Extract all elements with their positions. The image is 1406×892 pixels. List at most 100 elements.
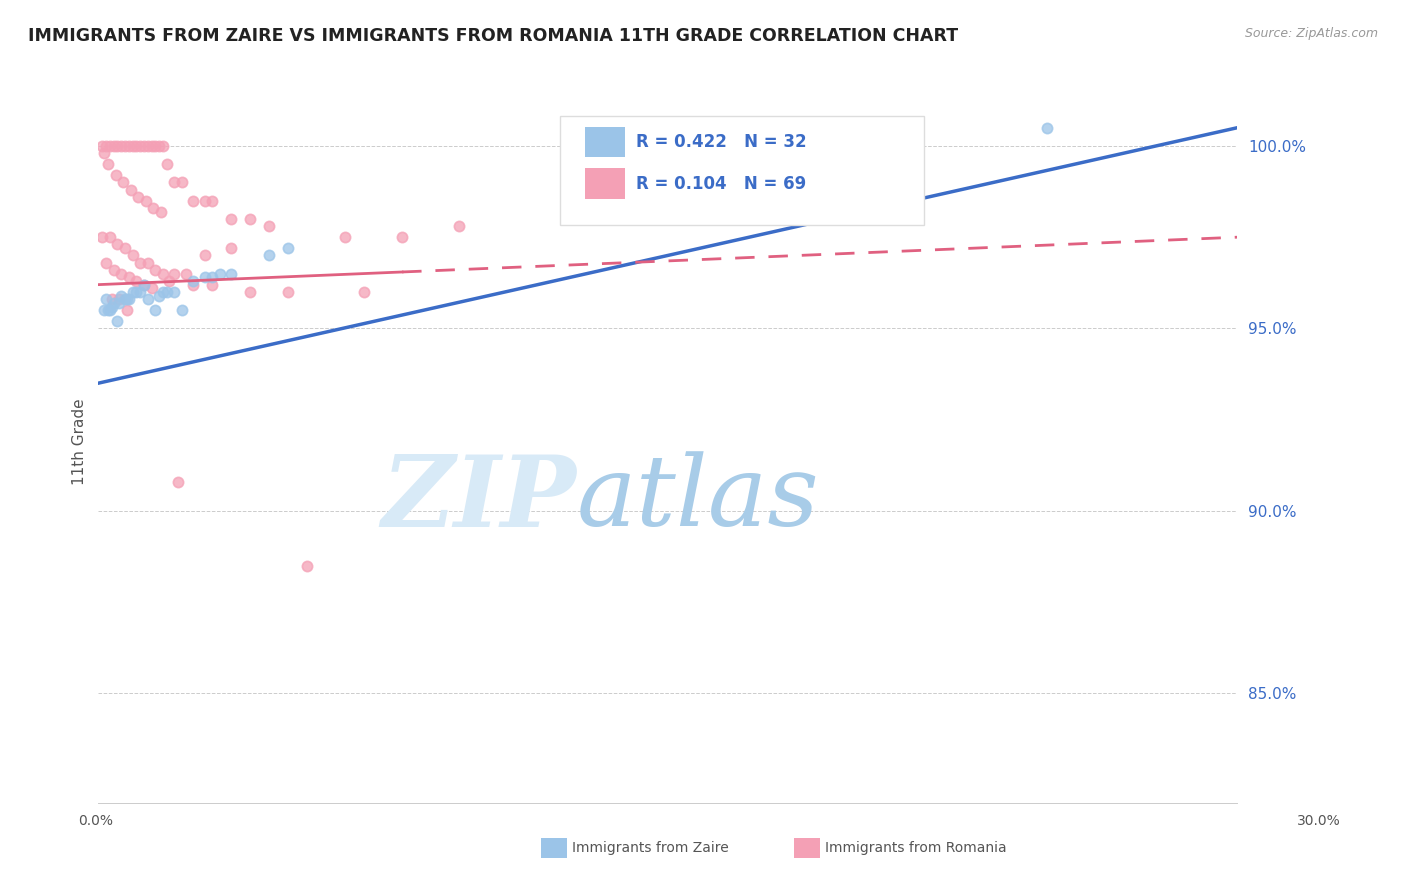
Point xyxy=(297,558,319,573)
Point xyxy=(94,292,117,306)
Point xyxy=(157,274,180,288)
Text: R = 0.422   N = 32: R = 0.422 N = 32 xyxy=(636,133,807,151)
Point xyxy=(152,267,174,281)
Point xyxy=(118,270,141,285)
Point xyxy=(1036,120,1059,135)
Point xyxy=(110,288,132,302)
Text: 30.0%: 30.0% xyxy=(1296,814,1341,828)
Text: Immigrants from Zaire: Immigrants from Zaire xyxy=(572,841,728,855)
Point xyxy=(141,139,163,153)
Point xyxy=(132,277,155,292)
Point xyxy=(335,230,357,244)
Point xyxy=(790,183,813,197)
Point xyxy=(107,139,129,153)
Point xyxy=(391,230,413,244)
Point xyxy=(91,230,114,244)
Point xyxy=(194,194,217,208)
Point xyxy=(145,139,167,153)
Point xyxy=(183,194,205,208)
FancyBboxPatch shape xyxy=(560,117,924,225)
Point xyxy=(163,176,186,190)
Point xyxy=(170,303,193,318)
Point xyxy=(221,267,243,281)
Point xyxy=(108,292,131,306)
Point xyxy=(201,277,224,292)
Point xyxy=(141,281,163,295)
Point xyxy=(170,176,193,190)
Text: 0.0%: 0.0% xyxy=(79,814,112,828)
Point xyxy=(93,146,115,161)
Point xyxy=(156,285,179,299)
Text: Immigrants from Romania: Immigrants from Romania xyxy=(825,841,1007,855)
Point xyxy=(163,267,186,281)
Point xyxy=(447,219,470,234)
Point xyxy=(353,285,375,299)
Point xyxy=(239,211,262,226)
Point xyxy=(100,300,122,314)
Text: ZIP: ZIP xyxy=(382,451,576,548)
Text: R = 0.104   N = 69: R = 0.104 N = 69 xyxy=(636,175,806,193)
Point xyxy=(108,296,131,310)
Point xyxy=(115,303,138,318)
Point xyxy=(94,139,117,153)
Point xyxy=(194,270,217,285)
Point xyxy=(132,277,155,292)
Point xyxy=(148,139,170,153)
Point xyxy=(100,292,122,306)
Point xyxy=(221,211,243,226)
Point xyxy=(152,285,174,299)
Point xyxy=(125,285,148,299)
Y-axis label: 11th Grade: 11th Grade xyxy=(72,398,87,485)
Point xyxy=(150,204,173,219)
Point xyxy=(114,241,136,255)
Point xyxy=(121,285,143,299)
Point xyxy=(201,270,224,285)
Point xyxy=(163,285,186,299)
Point xyxy=(97,157,120,171)
Point xyxy=(194,248,217,262)
Point xyxy=(183,277,205,292)
Point xyxy=(167,475,190,489)
Point xyxy=(152,139,174,153)
Point xyxy=(132,139,155,153)
Point xyxy=(125,274,148,288)
Point xyxy=(135,194,157,208)
Point xyxy=(121,248,143,262)
Point xyxy=(277,241,299,255)
Point xyxy=(97,303,120,318)
Point xyxy=(127,190,149,204)
Point xyxy=(136,292,159,306)
Point xyxy=(121,139,143,153)
Point xyxy=(221,241,243,255)
Point xyxy=(148,288,170,302)
Text: Source: ZipAtlas.com: Source: ZipAtlas.com xyxy=(1244,27,1378,40)
Point xyxy=(136,256,159,270)
Point xyxy=(114,139,136,153)
FancyBboxPatch shape xyxy=(585,169,624,199)
Point xyxy=(183,274,205,288)
Point xyxy=(125,139,148,153)
Point xyxy=(104,168,127,182)
Point xyxy=(107,314,129,328)
FancyBboxPatch shape xyxy=(585,127,624,157)
Point xyxy=(98,139,121,153)
Point xyxy=(259,219,281,234)
Point xyxy=(112,176,135,190)
Point xyxy=(142,201,165,215)
Point xyxy=(259,248,281,262)
Point xyxy=(136,139,159,153)
Point xyxy=(110,267,132,281)
Point xyxy=(94,256,117,270)
Point xyxy=(98,230,121,244)
Text: IMMIGRANTS FROM ZAIRE VS IMMIGRANTS FROM ROMANIA 11TH GRADE CORRELATION CHART: IMMIGRANTS FROM ZAIRE VS IMMIGRANTS FROM… xyxy=(28,27,959,45)
Point xyxy=(239,285,262,299)
Point xyxy=(174,267,197,281)
Point xyxy=(145,263,167,277)
Point xyxy=(103,296,125,310)
Point xyxy=(98,303,121,318)
Point xyxy=(91,139,114,153)
Point xyxy=(208,267,231,281)
Point xyxy=(118,292,141,306)
Point xyxy=(103,263,125,277)
Point xyxy=(156,157,179,171)
